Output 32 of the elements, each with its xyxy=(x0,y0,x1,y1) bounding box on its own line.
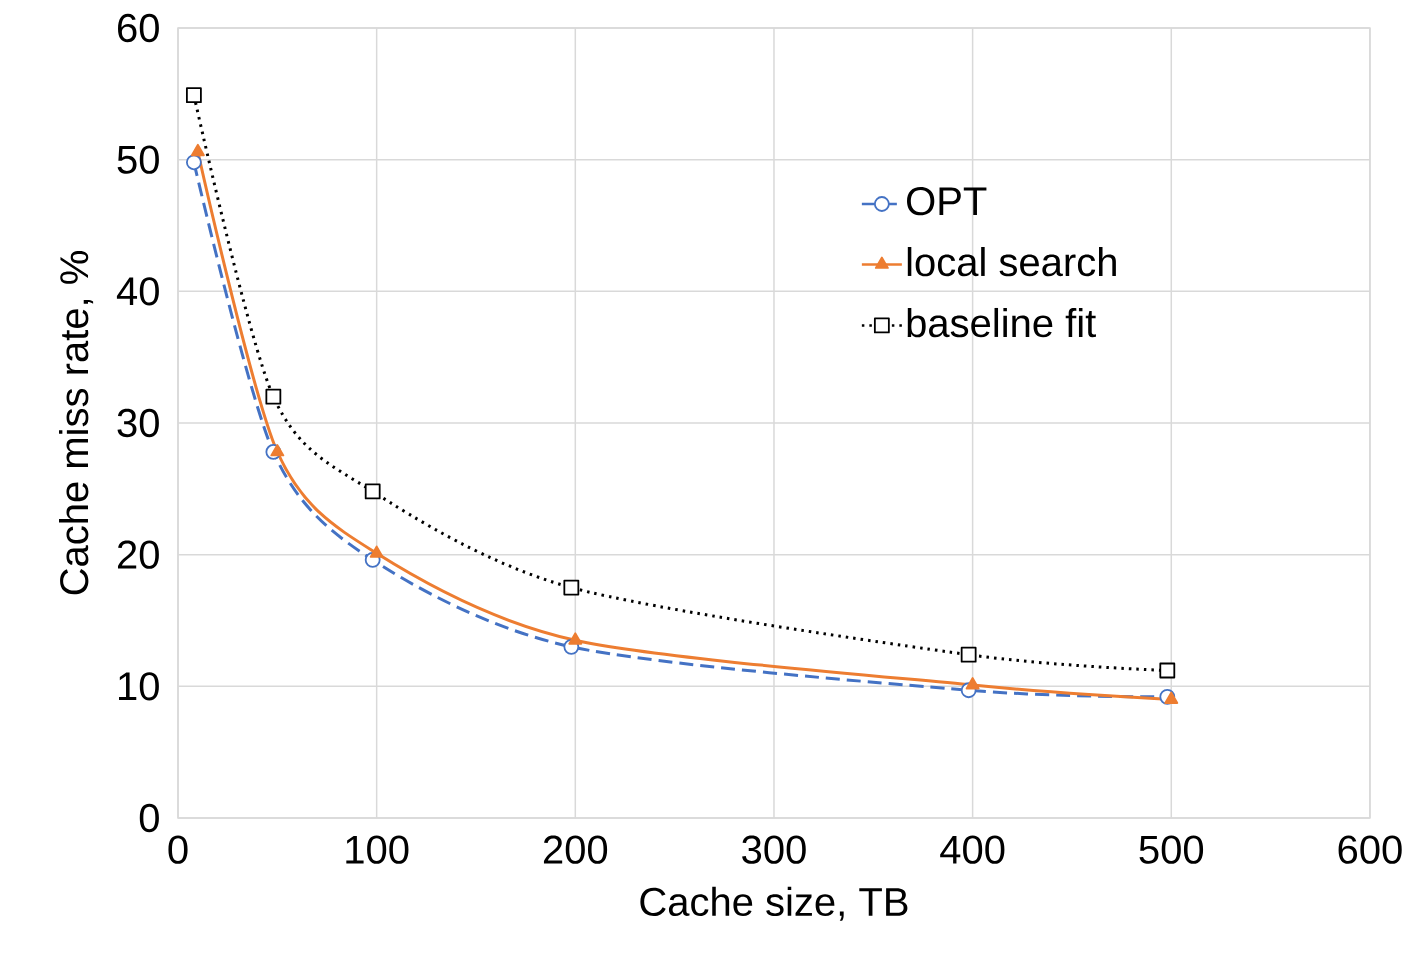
y-tick-label: 50 xyxy=(117,145,159,174)
point xyxy=(364,483,381,500)
legend-label: OPT xyxy=(907,187,987,216)
legend-label: baseline fit xyxy=(907,307,1096,338)
x-axis-title: Cache size, TB xyxy=(640,886,908,921)
y-axis-title: Cache miss rate, % xyxy=(59,251,94,595)
x-tick-label: 200 xyxy=(543,835,608,864)
point xyxy=(1159,662,1176,679)
x-tick-label: 100 xyxy=(346,835,409,864)
point xyxy=(185,87,202,104)
point xyxy=(185,154,202,171)
y-tick-label: 0 xyxy=(139,803,159,833)
point xyxy=(265,388,282,405)
x-tick-label: 500 xyxy=(1139,835,1204,864)
y-tick-label: 60 xyxy=(118,13,159,43)
y-tick-label: 40 xyxy=(116,277,159,306)
point xyxy=(960,646,977,663)
x-tick-label: 300 xyxy=(742,835,806,864)
point xyxy=(1164,691,1179,704)
x-tick-label: 400 xyxy=(940,835,1005,864)
x-tick-label: 0 xyxy=(168,835,188,864)
y-tick-label: 20 xyxy=(117,540,159,569)
point xyxy=(190,143,205,157)
point xyxy=(369,545,384,558)
legend-label: local search xyxy=(907,246,1116,277)
x-tick-label: 600 xyxy=(1338,835,1402,864)
point xyxy=(965,677,980,690)
y-tick-label: 30 xyxy=(117,408,159,438)
point xyxy=(270,444,285,457)
y-tick-label: 10 xyxy=(119,672,159,701)
point xyxy=(568,632,583,645)
point xyxy=(563,579,580,596)
